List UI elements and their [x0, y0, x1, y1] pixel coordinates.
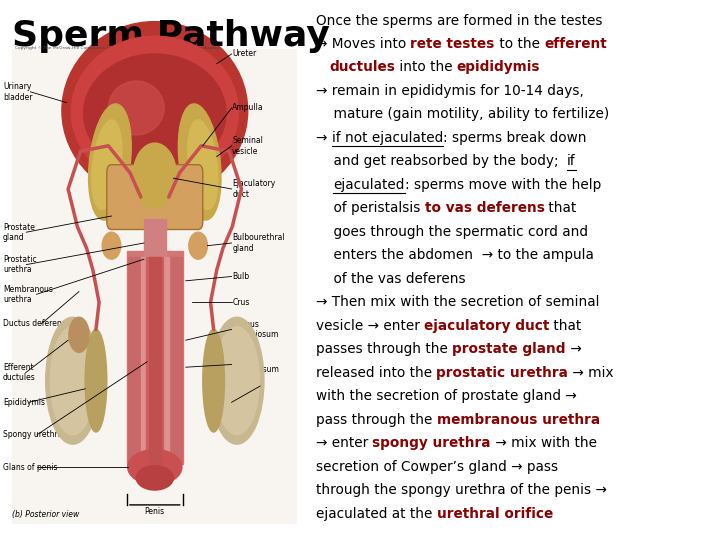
- Ellipse shape: [102, 232, 121, 259]
- Text: Copyright © The McGraw-Hill Companies, Inc. Permission required for reproduction: Copyright © The McGraw-Hill Companies, I…: [16, 46, 220, 50]
- Ellipse shape: [136, 465, 174, 490]
- Text: prostate gland: prostate gland: [452, 342, 565, 356]
- Text: Urinary
bladder: Urinary bladder: [3, 82, 32, 102]
- Text: Prostate
gland: Prostate gland: [3, 222, 35, 242]
- Text: passes through the: passes through the: [316, 342, 452, 356]
- Text: mature (gain motility, ability to fertilize): mature (gain motility, ability to fertil…: [316, 107, 609, 122]
- Ellipse shape: [89, 104, 131, 220]
- Bar: [144, 219, 166, 259]
- Text: of peristalsis: of peristalsis: [316, 201, 425, 215]
- Text: epididymis: epididymis: [456, 60, 540, 75]
- Ellipse shape: [179, 104, 221, 220]
- Text: Prostatic
urethra: Prostatic urethra: [3, 255, 37, 274]
- Text: ductules: ductules: [329, 60, 395, 75]
- Bar: [146, 256, 163, 464]
- Text: → Moves into: → Moves into: [316, 37, 410, 51]
- Text: Ductus deferens: Ductus deferens: [3, 320, 66, 328]
- Text: Ejaculatory
duct: Ejaculatory duct: [232, 179, 276, 199]
- Ellipse shape: [69, 317, 89, 353]
- Ellipse shape: [85, 329, 107, 432]
- Text: ejaculated at the: ejaculated at the: [316, 507, 436, 521]
- Text: → mix: → mix: [568, 366, 613, 380]
- Text: to vas deferens: to vas deferens: [425, 201, 544, 215]
- Text: that: that: [544, 201, 577, 215]
- Text: ejaculated: ejaculated: [333, 178, 405, 192]
- Ellipse shape: [133, 143, 176, 208]
- Text: if: if: [567, 154, 576, 168]
- Text: Efferent
ductules: Efferent ductules: [3, 363, 36, 382]
- Text: efferent: efferent: [544, 37, 607, 51]
- Ellipse shape: [188, 120, 218, 210]
- Ellipse shape: [189, 232, 207, 259]
- Text: →: →: [565, 342, 581, 356]
- Bar: [12, 49, 297, 524]
- Text: through the spongy urethra of the penis →: through the spongy urethra of the penis …: [316, 483, 607, 497]
- Text: Crus: Crus: [232, 298, 250, 307]
- Text: vesicle → enter: vesicle → enter: [316, 319, 424, 333]
- Text: into the: into the: [395, 60, 456, 75]
- Text: released into the: released into the: [316, 366, 436, 380]
- Text: membranous urethra: membranous urethra: [436, 413, 600, 427]
- Text: pass through the: pass through the: [316, 413, 436, 427]
- Text: : sperms break down: : sperms break down: [443, 131, 586, 145]
- Text: secretion of Cowper’s gland → pass: secretion of Cowper’s gland → pass: [316, 460, 558, 474]
- Text: that: that: [549, 319, 582, 333]
- Text: (b) Posterior view: (b) Posterior view: [12, 510, 80, 519]
- Text: Bulb: Bulb: [232, 272, 249, 281]
- Text: with the secretion of prostate gland →: with the secretion of prostate gland →: [316, 389, 577, 403]
- Text: Corpus
spongiosum: Corpus spongiosum: [232, 320, 279, 339]
- Text: → enter: → enter: [316, 436, 372, 450]
- Ellipse shape: [71, 36, 238, 187]
- Text: Ureter: Ureter: [232, 50, 256, 58]
- Ellipse shape: [109, 81, 164, 135]
- Text: : sperms move with the help: : sperms move with the help: [405, 178, 601, 192]
- Text: Once the sperms are formed in the testes: Once the sperms are formed in the testes: [316, 14, 602, 28]
- Text: Epididymis: Epididymis: [3, 398, 45, 407]
- Text: Membranous
urethra: Membranous urethra: [3, 285, 53, 304]
- Text: goes through the spermatic cord and: goes through the spermatic cord and: [316, 225, 588, 239]
- Ellipse shape: [203, 329, 225, 432]
- Bar: [141, 256, 168, 462]
- Ellipse shape: [84, 54, 226, 173]
- Text: prostatic urethra: prostatic urethra: [436, 366, 568, 380]
- Bar: [158, 256, 181, 462]
- Ellipse shape: [215, 327, 259, 435]
- Ellipse shape: [45, 317, 100, 444]
- Ellipse shape: [127, 449, 182, 485]
- Text: Ampulla: Ampulla: [232, 104, 264, 112]
- Text: Testis: Testis: [232, 398, 253, 407]
- Text: Bulbourethral
gland: Bulbourethral gland: [232, 233, 285, 253]
- Bar: [127, 251, 183, 464]
- Text: → mix with the: → mix with the: [491, 436, 597, 450]
- Text: Spongy urethra: Spongy urethra: [3, 430, 63, 439]
- Text: if not ejaculated: if not ejaculated: [331, 131, 443, 145]
- Text: spongy urethra: spongy urethra: [372, 436, 491, 450]
- Text: to the: to the: [495, 37, 544, 51]
- Text: urethral orifice: urethral orifice: [436, 507, 553, 521]
- Text: enters the abdomen  → to the ampula: enters the abdomen → to the ampula: [316, 248, 593, 262]
- Bar: [149, 256, 161, 464]
- Text: Glans of penis: Glans of penis: [3, 463, 58, 471]
- Text: → remain in epididymis for 10-14 days,: → remain in epididymis for 10-14 days,: [316, 84, 584, 98]
- Text: of the vas deferens: of the vas deferens: [316, 272, 465, 286]
- Text: ejaculatory duct: ejaculatory duct: [424, 319, 549, 333]
- Text: → Then mix with the secretion of seminal: → Then mix with the secretion of seminal: [316, 295, 599, 309]
- Text: Corpus
cavernosum: Corpus cavernosum: [232, 355, 279, 374]
- Text: Sperm Pathway: Sperm Pathway: [12, 19, 330, 53]
- Text: Penis: Penis: [145, 507, 165, 516]
- FancyBboxPatch shape: [107, 165, 203, 230]
- Text: Seminal
vesicle: Seminal vesicle: [232, 136, 263, 156]
- Text: and get reabsorbed by the body;: and get reabsorbed by the body;: [316, 154, 567, 168]
- Text: rete testes: rete testes: [410, 37, 495, 51]
- Bar: [128, 256, 151, 462]
- Ellipse shape: [91, 120, 122, 210]
- Ellipse shape: [50, 327, 95, 435]
- Text: →: →: [316, 131, 331, 145]
- Ellipse shape: [210, 317, 264, 444]
- Ellipse shape: [62, 22, 248, 200]
